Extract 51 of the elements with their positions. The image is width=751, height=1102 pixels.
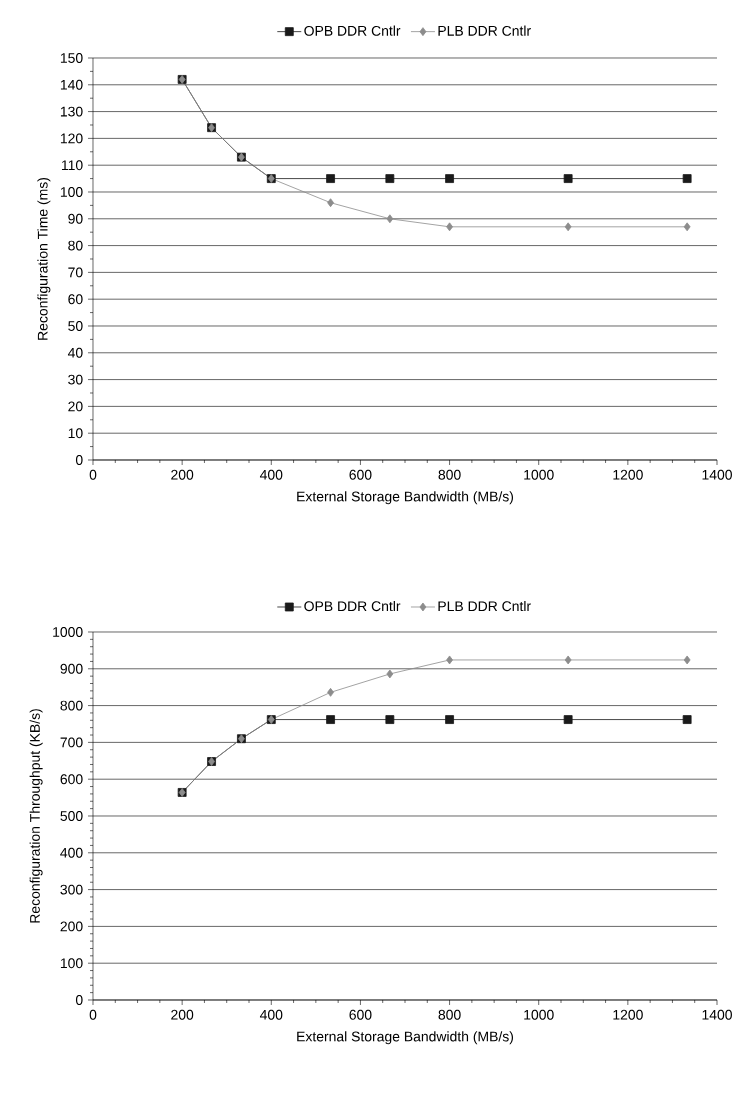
x-tick-label: 200 <box>171 469 194 480</box>
y-axis-title: Reconfiguration Time (ms) <box>37 177 51 340</box>
x-tick-label: 1200 <box>613 1009 643 1020</box>
y-tick-label: 1000 <box>53 627 83 637</box>
y-tick-label: 600 <box>60 774 83 785</box>
y-axis-title: Reconfiguration Throughput (KB/s) <box>29 709 43 923</box>
y-tick-label: 500 <box>60 811 83 821</box>
x-tick-label: 0 <box>89 469 97 480</box>
y-tick-label: 100 <box>60 958 83 969</box>
x-tick-label: 400 <box>259 1009 283 1020</box>
y-tick-label: 0 <box>75 995 83 1005</box>
y-tick-label: 140 <box>60 79 83 90</box>
x-axis-title: External Storage Bandwidth (MB/s) <box>297 1031 514 1045</box>
y-tick-label: 300 <box>60 884 83 895</box>
legend-label: PLB DDR Cntlr <box>438 600 531 612</box>
legend-label: PLB DDR Cntlr <box>438 25 531 36</box>
y-tick-label: 20 <box>68 401 83 412</box>
y-tick-label: 0 <box>75 455 83 465</box>
x-tick-label: 800 <box>438 1009 461 1020</box>
y-tick-label: 80 <box>68 240 83 251</box>
y-tick-label: 40 <box>67 347 83 358</box>
x-tick-label: 1000 <box>524 469 554 480</box>
x-tick-label: 800 <box>438 469 461 480</box>
y-tick-label: 200 <box>60 921 83 932</box>
x-tick-label: 600 <box>349 1009 372 1020</box>
y-tick-label: 150 <box>60 53 83 63</box>
x-tick-label: 0 <box>89 1009 97 1020</box>
y-tick-label: 400 <box>60 847 83 858</box>
x-tick-label: 1400 <box>702 469 732 480</box>
legend-label: OPB DDR Cntlr <box>304 600 401 612</box>
y-tick-label: 10 <box>68 428 83 439</box>
y-tick-label: 800 <box>60 700 83 711</box>
y-tick-label: 110 <box>61 160 83 171</box>
y-tick-label: 60 <box>68 294 83 305</box>
y-tick-label: 700 <box>60 737 83 748</box>
y-tick-label: 900 <box>60 663 83 674</box>
y-tick-label: 70 <box>68 267 83 278</box>
y-tick-label: 100 <box>60 187 83 197</box>
x-tick-label: 200 <box>171 1009 194 1020</box>
x-tick-label: 1000 <box>524 1009 554 1020</box>
x-tick-label: 1400 <box>702 1009 732 1020</box>
y-tick-label: 120 <box>60 133 83 144</box>
y-tick-label: 30 <box>68 374 83 385</box>
x-axis-title: External Storage Bandwidth (MB/s) <box>297 491 514 505</box>
y-tick-label: 130 <box>60 106 83 117</box>
y-tick-label: 90 <box>68 213 83 224</box>
legend-label: OPB DDR Cntlr <box>304 25 401 36</box>
x-tick-label: 400 <box>259 469 283 480</box>
x-tick-label: 1200 <box>613 469 643 480</box>
y-tick-label: 50 <box>68 321 83 331</box>
x-tick-label: 600 <box>349 469 372 480</box>
